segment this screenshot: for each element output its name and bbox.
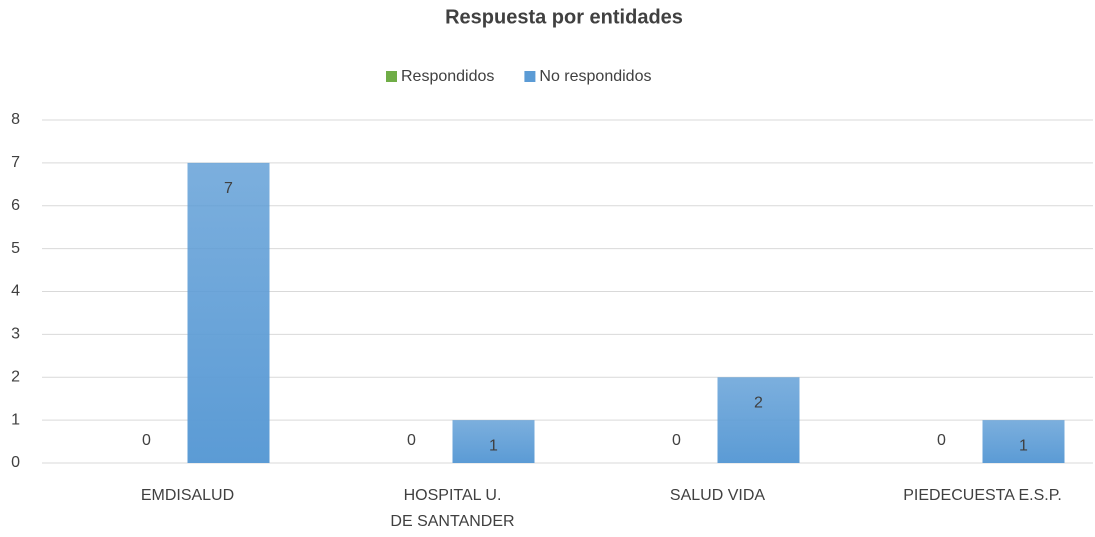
- x-tick-label: EMDISALUD: [141, 487, 234, 504]
- data-label: 0: [937, 432, 946, 449]
- x-tick-label-line: DE SANTANDER: [390, 513, 514, 530]
- bar: [452, 420, 535, 463]
- y-tick-label: 8: [11, 111, 20, 128]
- legend-label: Respondidos: [401, 68, 494, 85]
- x-tick-label: SALUD VIDA: [670, 487, 765, 504]
- bar: [982, 420, 1065, 463]
- chart-title: Respuesta por entidades: [445, 6, 683, 28]
- bar: [187, 162, 270, 463]
- data-label: 2: [754, 394, 763, 411]
- data-label: 0: [407, 432, 416, 449]
- y-tick-label: 6: [11, 197, 20, 214]
- legend-swatch: [386, 71, 397, 82]
- y-tick-label: 0: [11, 454, 20, 471]
- data-label: 0: [672, 432, 681, 449]
- data-label: 1: [1019, 437, 1028, 454]
- data-label: 1: [489, 437, 498, 454]
- y-tick-label: 3: [11, 326, 20, 343]
- y-tick-label: 7: [11, 154, 20, 171]
- x-tick-label: PIEDECUESTA E.S.P.: [903, 487, 1062, 504]
- bar: [717, 377, 800, 463]
- legend-label: No respondidos: [539, 68, 651, 85]
- data-label: 7: [224, 180, 233, 197]
- x-tick-label-line: HOSPITAL U.: [404, 487, 502, 504]
- x-tick-label: HOSPITAL U. DE SANTANDER: [390, 487, 514, 530]
- legend-swatch: [524, 71, 536, 82]
- y-tick-label: 1: [11, 411, 20, 428]
- data-label: 0: [142, 432, 151, 449]
- y-tick-label: 5: [11, 240, 20, 257]
- y-tick-label: 2: [11, 368, 20, 385]
- y-tick-label: 4: [11, 283, 20, 300]
